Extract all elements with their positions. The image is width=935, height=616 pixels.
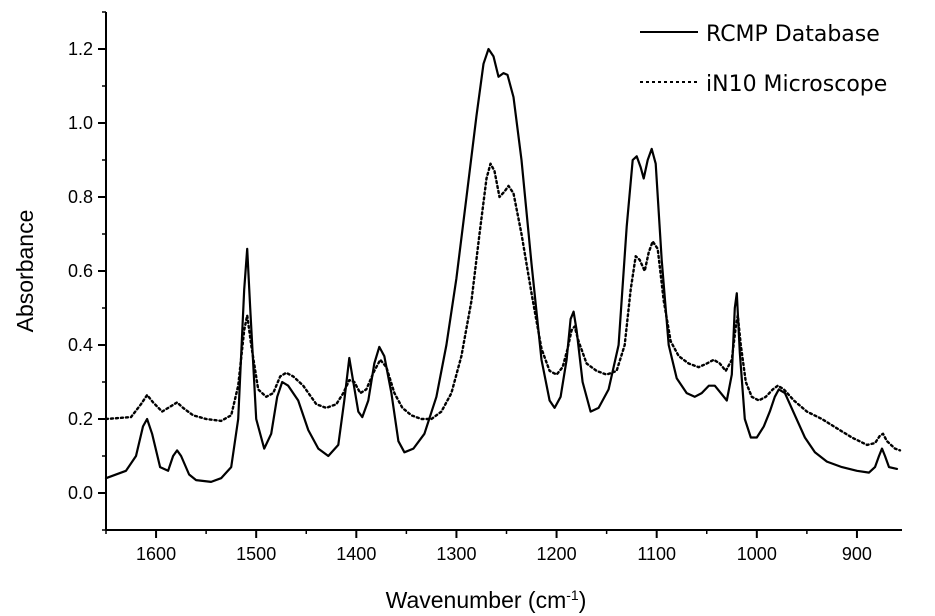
x-axis-title: Wavenumber (cm-1) [386, 587, 587, 613]
x-tick-label: 1500 [236, 544, 276, 564]
x-axis-title-text: Wavenumber (cm [386, 587, 567, 613]
y-tick-label: 0.6 [68, 261, 93, 281]
x-tick-label: 1000 [737, 544, 777, 564]
x-tick-label: 1600 [136, 544, 176, 564]
ticks: 1600 1500 1400 1300 1200 1100 1000 900 0.0 0.2 0.4… [68, 11, 872, 564]
x-tick-label: 900 [842, 544, 872, 564]
x-axis-title-close: ) [579, 587, 587, 613]
x-tick-label: 1300 [436, 544, 476, 564]
legend-label-rcmp: RCMP Database [706, 22, 880, 47]
series-line-in10-microscope [104, 162, 902, 452]
y-axis-title: Absorbance [12, 210, 38, 333]
y-tick-label: 1.0 [68, 113, 93, 133]
y-tick-label: 1.2 [68, 39, 93, 59]
x-tick-label: 1400 [336, 544, 376, 564]
x-tick-label: 1100 [637, 544, 676, 564]
x-axis-title-superscript: -1 [566, 587, 579, 603]
plot-area [104, 47, 902, 483]
y-tick-label: 0.8 [68, 187, 93, 207]
x-tick-label: 1200 [537, 544, 577, 564]
legend-label-in10: iN10 Microscope [706, 72, 887, 97]
series-line-rcmp-database [104, 47, 899, 483]
legend: RCMP Database iN10 Microscope [640, 22, 887, 97]
y-tick-label: 0.0 [68, 483, 93, 503]
y-tick-label: 0.2 [68, 409, 93, 429]
y-tick-label: 0.4 [68, 335, 93, 355]
